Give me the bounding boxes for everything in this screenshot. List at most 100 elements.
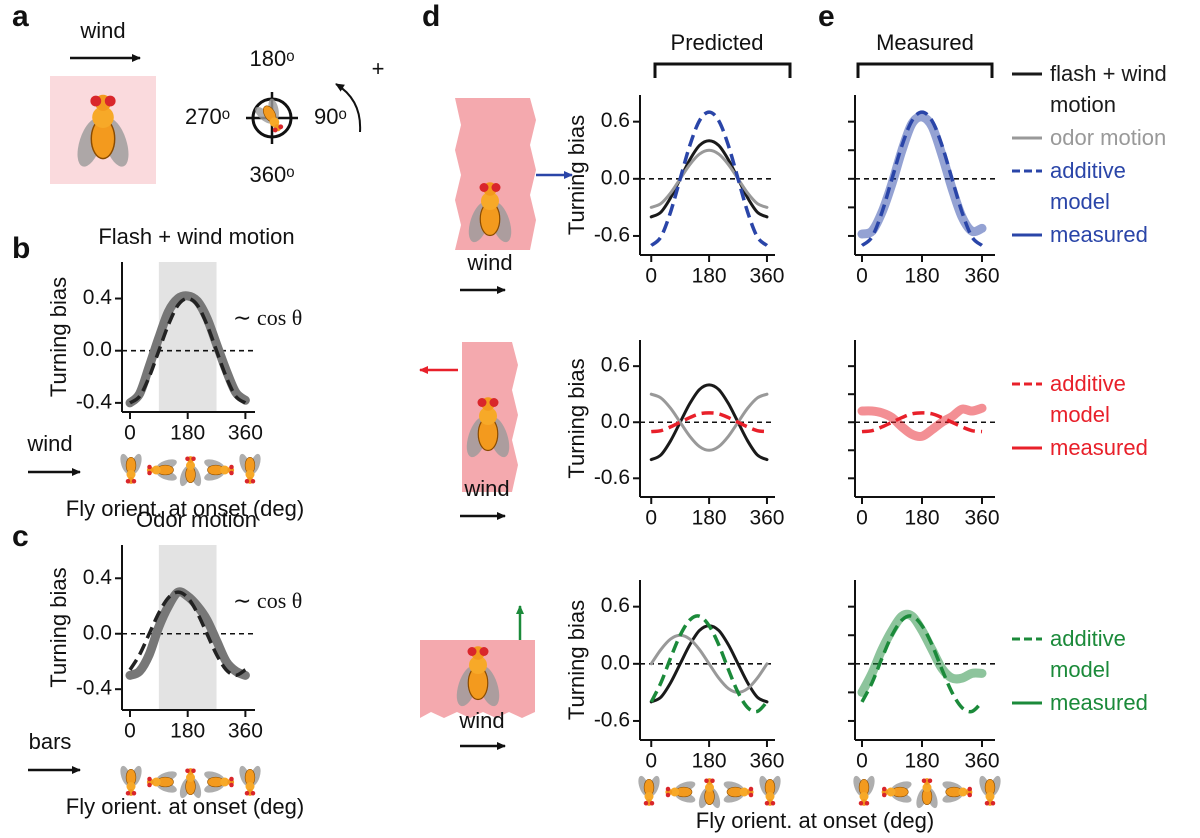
bracket [653, 62, 792, 78]
fly-icon [881, 781, 912, 803]
y-tick-label: 0.0 [83, 338, 112, 361]
fly-eye [229, 470, 234, 476]
legend-label: additive model [1050, 158, 1126, 214]
y-tick-label: 0.0 [601, 166, 630, 189]
y-axis-label: Turning bias [564, 600, 589, 720]
fly-thorax [126, 470, 136, 479]
stimulus-label: wind [79, 18, 125, 43]
x-tick-label: 360 [749, 265, 784, 288]
y-tick-label: 0.0 [601, 651, 630, 674]
fly-eye [770, 801, 776, 806]
y-tick-label: -0.6 [594, 466, 630, 489]
series-line [860, 110, 984, 247]
series-line [857, 403, 987, 442]
fly-icon [146, 459, 177, 481]
legend-entry: flash + wind motion [1012, 58, 1200, 120]
x-axis-label: Fly orient. at onset (deg) [66, 496, 304, 521]
fly-eye [748, 786, 754, 792]
fly-eye [244, 479, 250, 484]
fly-icon [239, 453, 261, 484]
legend-label: odor motion [1050, 125, 1167, 150]
shade [158, 262, 217, 412]
fly-icon [204, 771, 235, 793]
x-tick-label: 360 [964, 507, 999, 530]
angle-label: 90ᵒ [314, 104, 347, 129]
angle-label: 360ᵒ [249, 162, 294, 187]
rotation-arrow [335, 83, 362, 133]
fly-icon [456, 646, 500, 707]
angle-label: 270ᵒ [185, 104, 230, 129]
fly-eye [185, 456, 190, 461]
fly-icon [204, 459, 235, 481]
fly-icon [466, 397, 510, 458]
fly-icon [979, 775, 1001, 806]
legend-entry: measured [1012, 432, 1200, 463]
fly-thorax [644, 792, 654, 801]
fly-eye [185, 768, 190, 773]
fly-icon [179, 456, 202, 487]
x-tick-label: 180 [170, 720, 205, 743]
fly-eye [147, 776, 152, 782]
fly-thorax [985, 792, 995, 801]
x-tick-label: 360 [228, 422, 263, 445]
fly-icon [942, 781, 973, 803]
stimulus-label: bars [29, 729, 72, 754]
annotation: ∼ cos θ [233, 305, 302, 330]
fly-eye [710, 778, 715, 783]
x-tick-label: 0 [645, 750, 657, 773]
fly-eye [764, 801, 770, 806]
fly-eye [882, 792, 887, 798]
fly-eye [125, 479, 131, 484]
x-tick-label: 0 [124, 720, 136, 743]
legend-entry: measured [1012, 687, 1200, 718]
x-tick-label: 360 [228, 720, 263, 743]
x-tick-label: 0 [856, 265, 868, 288]
x-tick-label: 0 [645, 507, 657, 530]
fly-eye [990, 801, 996, 806]
fly-eye [191, 456, 196, 461]
x-tick-label: 180 [904, 507, 939, 530]
fly-eye [131, 479, 137, 484]
series-line [861, 411, 983, 434]
x-tick-label: 360 [749, 507, 784, 530]
panel-label: c [12, 520, 29, 553]
fly-eye [479, 647, 489, 656]
legend-swatch [1012, 446, 1042, 450]
fly-eye [147, 464, 152, 470]
x-axis-label: Fly orient. at onset (deg) [66, 794, 304, 819]
legend-swatch [1012, 637, 1042, 641]
fly-eye [131, 791, 137, 796]
fly-eye [147, 782, 152, 788]
fly-eye [967, 792, 972, 798]
fly-eye [649, 801, 655, 806]
fly-thorax [739, 787, 749, 797]
y-axis-label: Turning bias [46, 567, 71, 687]
fly-icon [120, 453, 142, 484]
fly-eye [90, 95, 102, 107]
fly-eye [125, 791, 131, 796]
series-line [860, 614, 984, 714]
column-title: Predicted [671, 30, 764, 55]
chart-title: Flash + wind motion [98, 224, 294, 249]
angle-label: 180ᵒ [249, 46, 294, 71]
annotation: ∼ cos θ [233, 588, 302, 613]
fly-icon [239, 765, 261, 796]
series-line [649, 139, 769, 219]
fly-eye [704, 778, 709, 783]
legend-swatch [1012, 382, 1042, 386]
x-axis-label: Fly orient. at onset (deg) [696, 808, 934, 833]
y-tick-label: 0.4 [83, 566, 113, 589]
series-line [649, 383, 769, 462]
stimulus-label: wind [466, 250, 512, 275]
fly-icon [759, 775, 781, 806]
fly-icon [665, 781, 696, 803]
fly-eye [250, 791, 256, 796]
x-tick-label: 0 [124, 422, 136, 445]
series-line [128, 590, 247, 678]
fly-eye [229, 776, 234, 782]
x-tick-label: 0 [856, 507, 868, 530]
legend-label: additive model [1050, 371, 1126, 427]
y-tick-label: 0.4 [83, 286, 113, 309]
